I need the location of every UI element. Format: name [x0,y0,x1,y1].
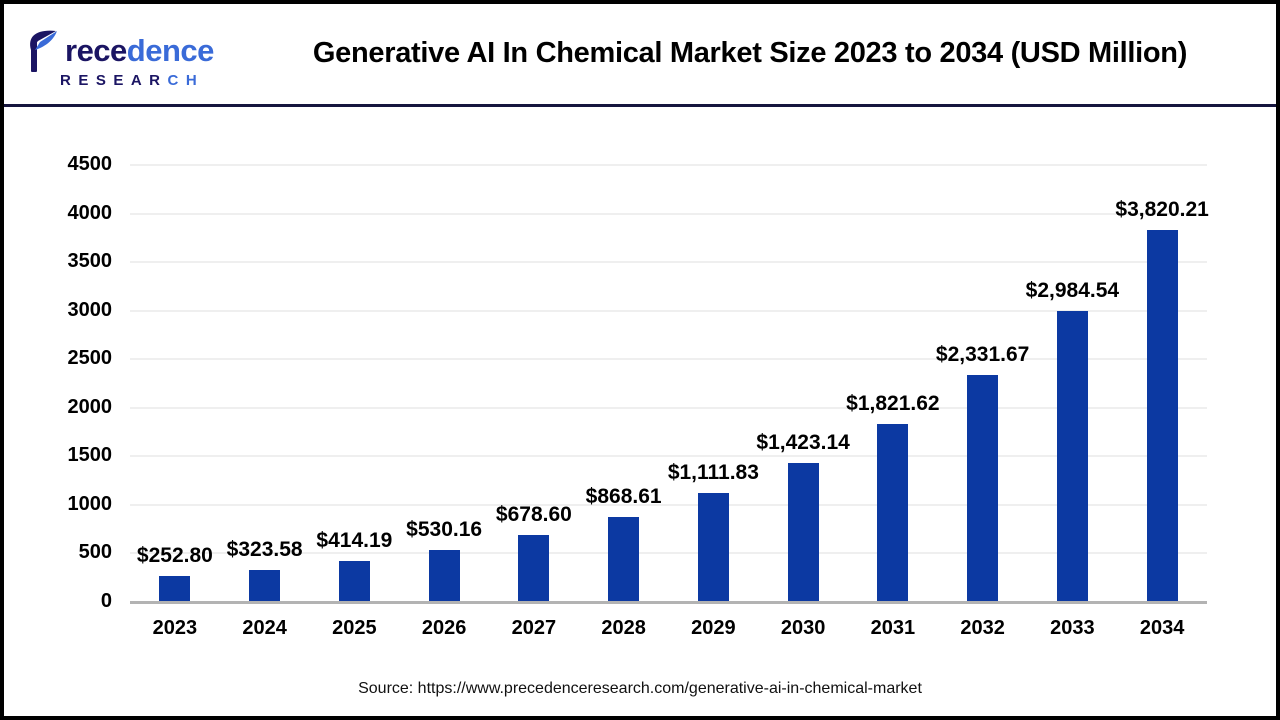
x-tick-2029: 2029 [691,617,736,639]
bar-2028 [608,516,640,601]
bar-2026 [428,549,460,601]
gridline-3500 [130,261,1207,264]
bar-value-label-2023: $252.80 [136,544,213,568]
x-tick-2024: 2024 [242,617,287,639]
y-tick-3000: 3000 [67,298,113,321]
bar-value-label-2034: $3,820.21 [1115,198,1209,221]
bar-value-label-2031: $1,821.62 [846,392,940,416]
bar-value-label-2025: $414.19 [316,528,393,552]
bar-2023 [159,576,191,601]
x-tick-2025: 2025 [332,617,377,639]
x-axis-line [130,601,1207,604]
x-tick-2026: 2026 [421,617,467,639]
source-citation: Source: https://www.precedenceresearch.c… [358,680,922,697]
gridline-1500 [130,455,1207,458]
bar-2024 [249,569,281,601]
bar-value-label-2026: $530.16 [406,517,483,541]
x-tick-2027: 2027 [511,617,557,639]
y-tick-4500: 4500 [67,153,113,175]
bar-2030 [787,462,819,601]
x-tick-2030: 2030 [780,617,826,639]
brand-text: recedence [65,28,214,74]
gridline-3000 [130,309,1207,312]
bar-value-label-2024: $323.58 [226,537,303,561]
x-tick-2023: 2023 [152,617,198,639]
bar-2032 [967,374,999,601]
y-tick-2000: 2000 [67,395,113,418]
logo-subtext-dark: RESEAR [60,72,168,89]
bar-2033 [1056,311,1088,601]
bar-value-label-2033: $2,984.54 [1025,279,1120,303]
y-tick-500: 500 [78,541,112,564]
x-tick-2033: 2033 [1050,617,1095,639]
gridline-1000 [130,503,1207,506]
y-tick-1000: 1000 [67,492,113,515]
logo-subtext-light: CH [167,72,205,89]
bar-2029 [697,493,729,601]
brand-text-dark: rece [65,33,127,68]
logo-subtext: RESEARCH [60,72,234,89]
gridline-500 [130,552,1207,555]
bar-2027 [518,535,550,601]
bar-2031 [877,424,909,601]
logo-wordmark: recedence [24,28,234,74]
gridline-2000 [130,406,1207,409]
bar-value-label-2028: $868.61 [585,484,662,508]
x-tick-2031: 2031 [870,617,916,639]
gridline-4500 [130,164,1207,166]
leaf-p-icon [30,30,57,72]
bar-value-label-2032: $2,331.67 [935,342,1030,366]
x-tick-2034: 2034 [1139,617,1185,639]
gridline-4000 [130,212,1207,215]
y-tick-1500: 1500 [67,444,113,467]
precedence-research-logo: recedence RESEARCH [24,28,234,89]
bar-chart: 0 500 1000 1500 2000 2500 3000 3500 4000 4500 $252… [4,4,1276,716]
bar-2025 [338,560,370,601]
bar-value-label-2030: $1,423.14 [756,430,850,454]
chart-title: Generative AI In Chemical Market Size 20… [312,37,1188,69]
x-tick-2032: 2032 [960,617,1005,639]
x-tick-2028: 2028 [601,617,646,639]
bar-value-label-2029: $1,111.83 [667,461,759,485]
gridline-2500 [130,358,1207,361]
y-tick-3500: 3500 [67,250,113,273]
y-tick-2500: 2500 [67,347,113,370]
bar-2034 [1146,230,1178,601]
y-tick-4000: 4000 [67,201,113,224]
header-separator [4,104,1276,107]
bar-value-label-2027: $678.60 [495,503,572,527]
brand-text-light: dence [126,33,215,68]
y-tick-0: 0 [100,590,112,612]
